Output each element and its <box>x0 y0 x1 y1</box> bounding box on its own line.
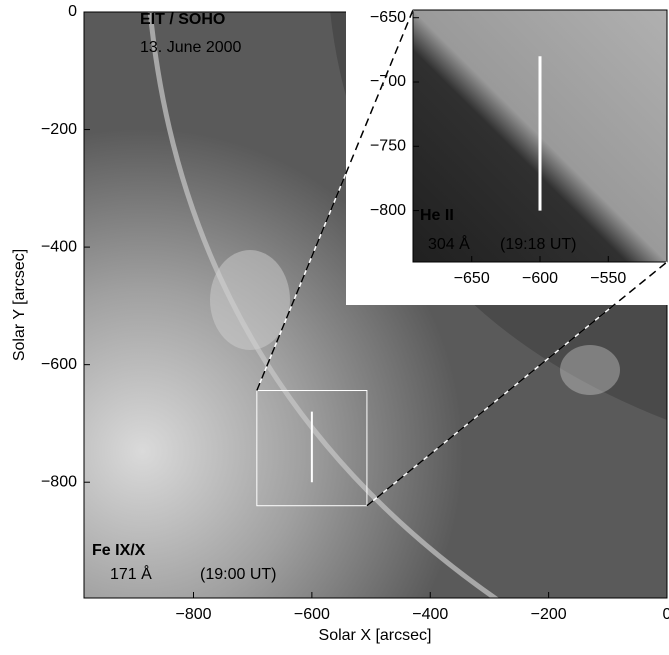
x-tick-label: −600 <box>294 606 330 623</box>
subtitle: 13. June 2000 <box>140 39 242 56</box>
y-tick-label: −600 <box>41 356 77 373</box>
inset-label: 304 Å <box>428 234 470 253</box>
y-tick-label: −400 <box>41 238 77 255</box>
figure: −800 −600 −400 −200 0 0 −200 −400 −600 −800 −650 −6… <box>0 0 669 650</box>
image-label: 171 Å <box>110 564 152 583</box>
x-tick-label: −200 <box>531 606 567 623</box>
x-tick-label: −550 <box>590 270 626 287</box>
x-tick-label: −400 <box>412 606 448 623</box>
y-tick-label: −800 <box>370 202 406 219</box>
y-tick-label: −650 <box>370 9 406 26</box>
inset-label: (19:18 UT) <box>500 236 576 253</box>
x-tick-label: −650 <box>454 270 490 287</box>
x-tick-label: −600 <box>522 270 558 287</box>
y-tick-label: −700 <box>370 73 406 90</box>
x-tick-label: −800 <box>175 606 211 623</box>
y-tick-label: 0 <box>68 3 77 20</box>
y-tick-label: −800 <box>41 473 77 490</box>
x-tick-label: 0 <box>663 606 669 623</box>
inset-label: He II <box>420 207 454 224</box>
y-tick-label: −750 <box>370 138 406 155</box>
image-label: Fe IX/X <box>92 542 146 559</box>
y-tick-label: −200 <box>41 121 77 138</box>
y-axis-label: Solar Y [arcsec] <box>11 249 28 361</box>
title: EIT / SOHO <box>140 11 225 28</box>
x-axis-label: Solar X [arcsec] <box>319 627 432 644</box>
image-label: (19:00 UT) <box>200 566 276 583</box>
